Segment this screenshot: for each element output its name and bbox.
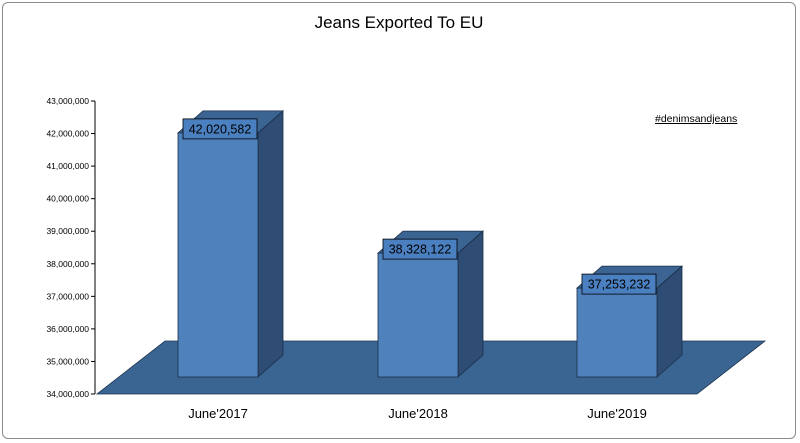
x-category-label: June'2018 xyxy=(388,406,448,421)
y-axis: 34,000,000 35,000,000 36,000,000 37,000,000… xyxy=(46,96,96,399)
chart-annotation: #denimsandjeans xyxy=(655,113,738,125)
y-tick-label: 42,000,000 xyxy=(46,129,89,139)
y-tick-label: 36,000,000 xyxy=(46,324,89,334)
x-category-label: June'2017 xyxy=(188,406,248,421)
data-label-box-2 xyxy=(382,238,458,260)
bar-3 xyxy=(576,287,658,378)
y-tick-label: 43,000,000 xyxy=(46,96,89,106)
y-tick-label: 37,000,000 xyxy=(46,291,89,301)
data-label-box-1 xyxy=(182,118,258,140)
bar-2 xyxy=(377,252,459,378)
y-tick-label: 40,000,000 xyxy=(46,194,89,204)
bar-side-1 xyxy=(257,110,284,378)
y-tick-label: 38,000,000 xyxy=(46,259,89,269)
y-tick-label: 34,000,000 xyxy=(46,389,89,399)
bar-1 xyxy=(177,132,259,378)
data-label-2: 38,328,122 xyxy=(389,243,452,257)
data-label-3: 37,253,232 xyxy=(588,278,651,292)
labels: 42,020,582 June'2017 38,328,122 June'2018 37… xyxy=(182,118,657,421)
x-category-label: June'2019 xyxy=(587,406,647,421)
chart-title: Jeans Exported To EU xyxy=(314,13,484,32)
y-tick-label: 35,000,000 xyxy=(46,356,89,366)
y-tick-label: 41,000,000 xyxy=(46,161,89,171)
y-tick-label: 39,000,000 xyxy=(46,226,89,236)
bar-side-2 xyxy=(457,230,484,378)
data-label-1: 42,020,582 xyxy=(189,122,252,136)
data-label-box-3 xyxy=(581,273,657,295)
